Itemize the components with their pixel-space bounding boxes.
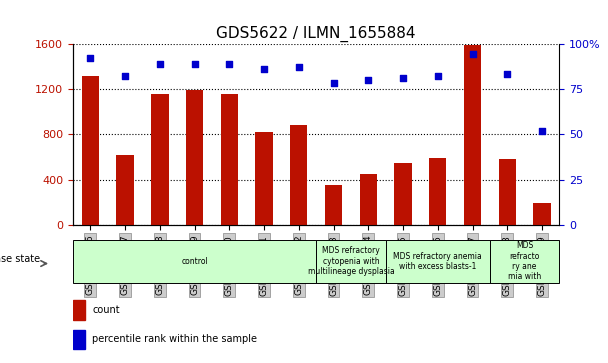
- Text: disease state: disease state: [0, 254, 40, 264]
- Bar: [151, 94, 168, 225]
- Bar: [255, 132, 273, 225]
- Bar: [395, 163, 412, 225]
- Point: [502, 72, 512, 77]
- Point: [364, 77, 373, 83]
- Point: [329, 81, 339, 86]
- Bar: [499, 159, 516, 225]
- Bar: [359, 174, 377, 225]
- Text: MDS refractory anemia
with excess blasts-1: MDS refractory anemia with excess blasts…: [393, 252, 482, 271]
- Point: [86, 55, 95, 61]
- FancyBboxPatch shape: [490, 240, 559, 283]
- Point: [259, 66, 269, 72]
- FancyBboxPatch shape: [385, 240, 490, 283]
- FancyBboxPatch shape: [73, 240, 316, 283]
- Title: GDS5622 / ILMN_1655884: GDS5622 / ILMN_1655884: [216, 26, 416, 42]
- Text: count: count: [92, 305, 120, 315]
- Bar: [186, 90, 203, 225]
- FancyBboxPatch shape: [316, 240, 385, 283]
- Point: [468, 52, 477, 57]
- Point: [537, 128, 547, 134]
- Bar: [221, 94, 238, 225]
- Bar: [81, 77, 99, 225]
- Point: [155, 61, 165, 66]
- Point: [120, 73, 130, 79]
- Text: MDS
refracto
ry ane
mia with: MDS refracto ry ane mia with: [508, 241, 541, 281]
- Bar: [290, 125, 308, 225]
- Point: [398, 75, 408, 81]
- Bar: [464, 45, 481, 225]
- Bar: [73, 300, 85, 320]
- Point: [433, 73, 443, 79]
- Text: percentile rank within the sample: percentile rank within the sample: [92, 334, 257, 344]
- Bar: [533, 203, 551, 225]
- Text: MDS refractory
cytopenia with
multilineage dysplasia: MDS refractory cytopenia with multilinea…: [308, 246, 394, 276]
- Point: [224, 61, 234, 66]
- Point: [190, 61, 199, 66]
- Text: control: control: [181, 257, 208, 266]
- Bar: [429, 158, 446, 225]
- Bar: [325, 185, 342, 225]
- Bar: [116, 155, 134, 225]
- Bar: [73, 330, 85, 349]
- Point: [294, 64, 303, 70]
